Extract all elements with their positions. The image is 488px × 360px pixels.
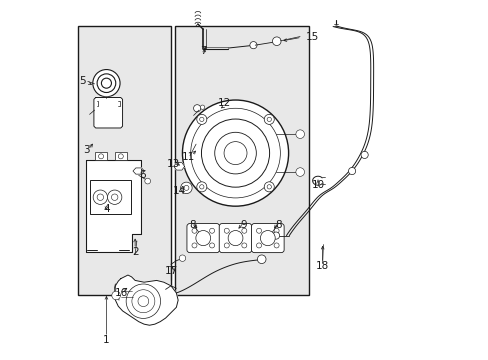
Ellipse shape	[196, 230, 210, 246]
Circle shape	[224, 228, 229, 233]
Circle shape	[200, 105, 204, 109]
Circle shape	[97, 74, 116, 93]
Bar	[89, 180, 131, 214]
Circle shape	[118, 154, 123, 159]
Circle shape	[190, 108, 280, 198]
Ellipse shape	[228, 230, 243, 246]
Circle shape	[179, 255, 185, 261]
Text: 7: 7	[200, 46, 206, 56]
Circle shape	[93, 69, 120, 97]
Circle shape	[183, 185, 188, 190]
Circle shape	[256, 228, 261, 233]
Text: 10: 10	[311, 180, 324, 190]
Circle shape	[196, 114, 206, 125]
FancyBboxPatch shape	[219, 224, 251, 253]
Bar	[78, 26, 171, 295]
Circle shape	[193, 105, 201, 112]
Circle shape	[272, 232, 279, 239]
Text: 3: 3	[82, 144, 89, 154]
Circle shape	[264, 114, 274, 125]
Circle shape	[199, 117, 203, 122]
Circle shape	[144, 178, 150, 184]
Text: 18: 18	[315, 261, 328, 271]
Circle shape	[272, 37, 281, 45]
Circle shape	[266, 117, 271, 122]
Text: 16: 16	[115, 288, 128, 298]
Circle shape	[196, 182, 206, 192]
FancyBboxPatch shape	[186, 224, 219, 253]
Text: 11: 11	[182, 152, 195, 162]
Circle shape	[209, 228, 214, 233]
Bar	[115, 152, 126, 160]
Polygon shape	[174, 163, 184, 170]
Circle shape	[264, 182, 274, 192]
Circle shape	[199, 185, 203, 189]
Circle shape	[192, 243, 197, 248]
Circle shape	[274, 243, 279, 248]
Circle shape	[99, 154, 103, 159]
Text: 6: 6	[139, 170, 145, 180]
Circle shape	[201, 119, 269, 187]
Circle shape	[295, 130, 304, 139]
Text: 17: 17	[164, 266, 177, 276]
Circle shape	[348, 167, 355, 175]
Text: 8: 8	[275, 220, 281, 230]
Polygon shape	[133, 168, 144, 174]
Circle shape	[214, 132, 256, 174]
Circle shape	[111, 194, 118, 201]
Text: 5: 5	[79, 76, 85, 86]
Circle shape	[274, 228, 279, 233]
Text: 14: 14	[172, 186, 185, 197]
Circle shape	[192, 228, 197, 233]
Circle shape	[138, 296, 148, 307]
Circle shape	[256, 243, 261, 248]
Text: 9: 9	[240, 220, 246, 230]
Text: 12: 12	[218, 98, 231, 108]
FancyBboxPatch shape	[251, 224, 284, 253]
Text: 4: 4	[103, 204, 109, 214]
Text: 15: 15	[305, 32, 319, 41]
Circle shape	[224, 243, 229, 248]
Circle shape	[224, 141, 246, 165]
Circle shape	[97, 194, 103, 201]
Circle shape	[93, 190, 107, 204]
Circle shape	[126, 284, 160, 319]
Circle shape	[107, 190, 122, 204]
Polygon shape	[94, 98, 122, 128]
Text: 1: 1	[103, 334, 109, 345]
Polygon shape	[86, 160, 140, 252]
Circle shape	[112, 291, 120, 300]
Circle shape	[241, 243, 246, 248]
Polygon shape	[115, 275, 178, 325]
Bar	[174, 26, 308, 295]
Circle shape	[241, 228, 246, 233]
Circle shape	[132, 290, 155, 313]
Circle shape	[266, 185, 271, 189]
Text: 8: 8	[189, 220, 195, 230]
Circle shape	[209, 243, 214, 248]
Circle shape	[249, 41, 257, 49]
Circle shape	[180, 182, 192, 194]
Circle shape	[257, 255, 265, 264]
Bar	[95, 152, 106, 160]
Text: 2: 2	[132, 247, 138, 257]
Circle shape	[182, 100, 288, 206]
Circle shape	[295, 168, 304, 176]
Circle shape	[360, 151, 367, 158]
Ellipse shape	[260, 230, 275, 246]
Text: 13: 13	[167, 159, 180, 169]
